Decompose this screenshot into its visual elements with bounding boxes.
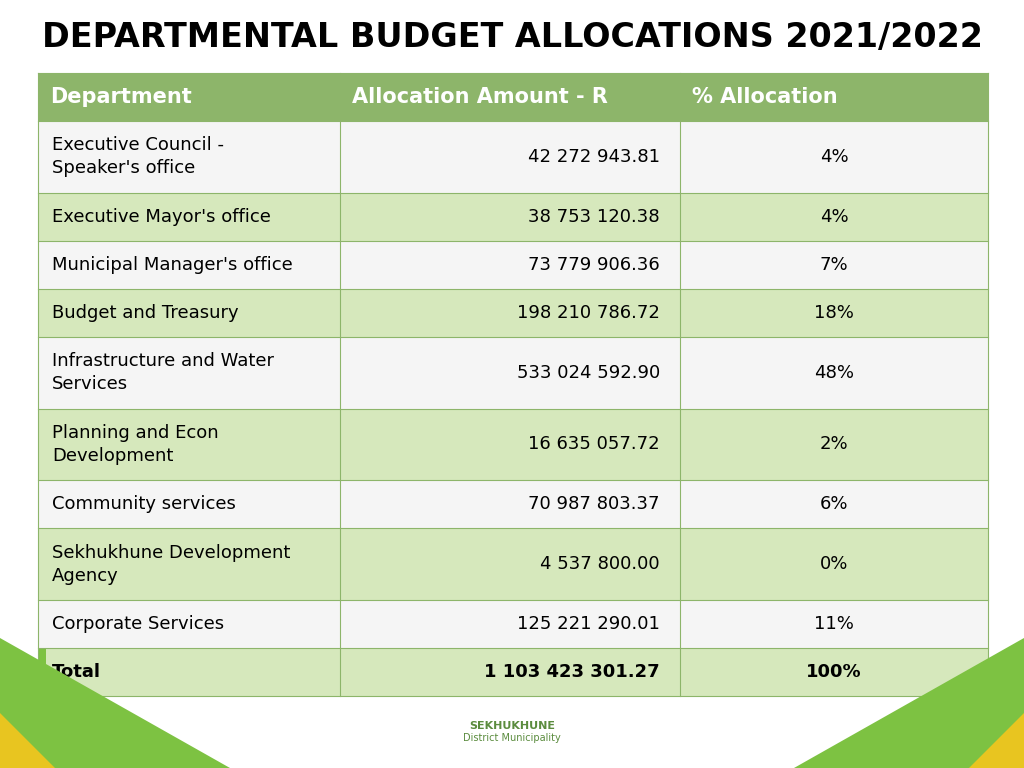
Bar [38, 73, 988, 121]
Text: Municipal Manager's office: Municipal Manager's office [52, 256, 293, 274]
Text: 16 635 057.72: 16 635 057.72 [528, 435, 660, 453]
Text: 7%: 7% [819, 256, 848, 274]
Text: 38 753 120.38: 38 753 120.38 [528, 207, 660, 226]
Polygon shape [0, 638, 230, 768]
Text: Department: Department [50, 87, 191, 107]
Text: 73 779 906.36: 73 779 906.36 [528, 256, 660, 274]
Polygon shape [794, 638, 1024, 768]
Text: Community services: Community services [52, 495, 236, 513]
Text: Budget and Treasury: Budget and Treasury [52, 304, 239, 322]
Bar [38, 480, 988, 528]
Text: 4%: 4% [819, 148, 848, 166]
Text: 48%: 48% [814, 364, 854, 382]
Bar [38, 600, 988, 648]
Bar [38, 289, 988, 337]
Bar [38, 240, 988, 289]
Text: Total: Total [52, 663, 101, 681]
Bar [38, 648, 46, 696]
Bar [38, 121, 988, 193]
Text: 125 221 290.01: 125 221 290.01 [517, 615, 660, 633]
Text: 6%: 6% [820, 495, 848, 513]
Text: 100%: 100% [806, 663, 862, 681]
Text: 533 024 592.90: 533 024 592.90 [517, 364, 660, 382]
Bar [38, 528, 988, 600]
Text: Sekhukhune Development
Agency: Sekhukhune Development Agency [52, 544, 291, 584]
Text: DEPARTMENTAL BUDGET ALLOCATIONS 2021/2022: DEPARTMENTAL BUDGET ALLOCATIONS 2021/202… [42, 22, 982, 55]
Text: Corporate Services: Corporate Services [52, 615, 224, 633]
Text: Executive Council -
Speaker's office: Executive Council - Speaker's office [52, 137, 224, 177]
Text: % Allocation: % Allocation [692, 87, 838, 107]
Text: District Municipality: District Municipality [463, 733, 561, 743]
Text: Executive Mayor's office: Executive Mayor's office [52, 207, 271, 226]
Text: Infrastructure and Water
Services: Infrastructure and Water Services [52, 353, 274, 393]
Text: 4%: 4% [819, 207, 848, 226]
Text: 1 103 423 301.27: 1 103 423 301.27 [484, 663, 660, 681]
Text: Planning and Econ
Development: Planning and Econ Development [52, 424, 219, 465]
Text: SEKHUKHUNE: SEKHUKHUNE [469, 721, 555, 731]
Text: 2%: 2% [819, 435, 848, 453]
Text: 18%: 18% [814, 304, 854, 322]
Polygon shape [969, 713, 1024, 768]
Text: 11%: 11% [814, 615, 854, 633]
Bar [38, 337, 988, 409]
Text: 198 210 786.72: 198 210 786.72 [517, 304, 660, 322]
Text: 42 272 943.81: 42 272 943.81 [528, 148, 660, 166]
Bar [38, 648, 988, 696]
Bar [38, 193, 988, 240]
Text: 70 987 803.37: 70 987 803.37 [528, 495, 660, 513]
Text: Allocation Amount - R: Allocation Amount - R [352, 87, 608, 107]
Polygon shape [0, 713, 55, 768]
Text: 4 537 800.00: 4 537 800.00 [541, 555, 660, 573]
Bar [38, 409, 988, 480]
Text: 0%: 0% [820, 555, 848, 573]
